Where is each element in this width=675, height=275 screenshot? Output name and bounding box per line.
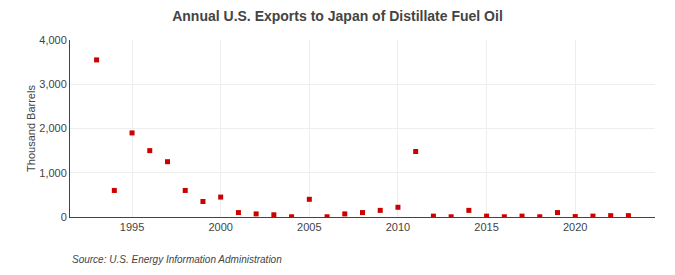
svg-text:Annual U.S. Exports to Japan o: Annual U.S. Exports to Japan of Distilla… <box>172 8 503 24</box>
svg-text:0: 0 <box>61 211 67 223</box>
svg-text:2015: 2015 <box>474 221 498 233</box>
svg-text:2020: 2020 <box>563 221 587 233</box>
svg-text:3,000: 3,000 <box>39 78 67 90</box>
svg-text:2005: 2005 <box>297 221 321 233</box>
svg-text:2010: 2010 <box>386 221 410 233</box>
svg-text:1995: 1995 <box>120 221 144 233</box>
svg-text:1,000: 1,000 <box>39 167 67 179</box>
svg-text:Source: U.S. Energy Informatio: Source: U.S. Energy Information Administ… <box>72 254 282 265</box>
svg-text:4,000: 4,000 <box>39 34 67 46</box>
svg-text:2000: 2000 <box>208 221 232 233</box>
svg-text:2,000: 2,000 <box>39 122 67 134</box>
svg-text:Thousand Barrels: Thousand Barrels <box>25 85 37 172</box>
